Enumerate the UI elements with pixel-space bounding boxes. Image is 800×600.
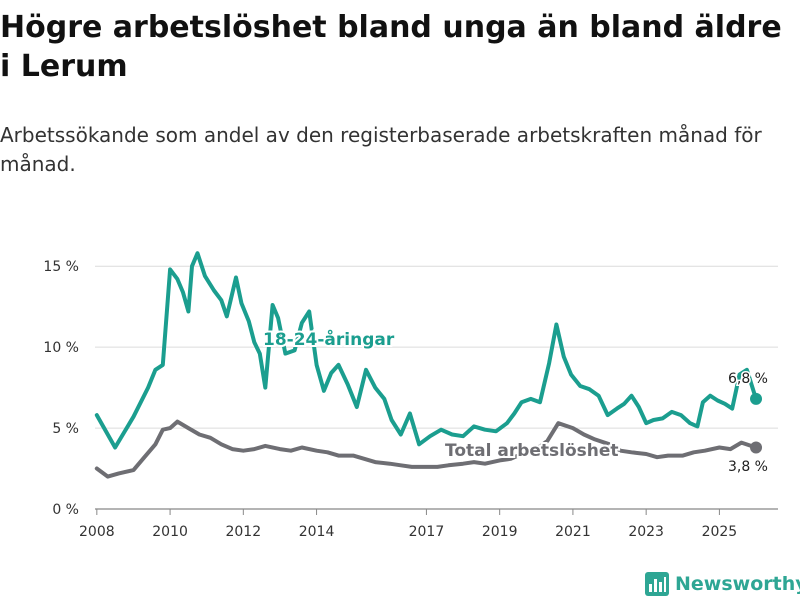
x-tick-label: 2008 <box>79 524 115 540</box>
x-tick-label: 2012 <box>225 524 261 540</box>
gridlines <box>95 265 778 510</box>
series-label-youth: 18-24-åringar <box>263 328 395 350</box>
series-label-total: Total arbetslöshet <box>445 441 619 461</box>
y-tick-label: 0 % <box>52 502 79 518</box>
series-line-total <box>94 419 758 479</box>
end-marker-youth <box>750 392 763 405</box>
x-tick-label: 2023 <box>628 524 664 540</box>
bar-chart-icon <box>645 572 669 596</box>
end-marker-total <box>750 441 763 454</box>
x-axis: 2008 2010 2012 2014 2017 2019 2021 2023 2025 <box>79 509 737 540</box>
x-tick-label: 2014 <box>299 524 335 540</box>
x-tick-label: 2025 <box>702 524 738 540</box>
brand-name: Newsworthy <box>675 573 800 595</box>
chart-subtitle: Arbetssökande som andel av den registerb… <box>0 123 762 176</box>
newsworthy-logo: Newsworthy <box>645 568 800 600</box>
y-tick-label: 5 % <box>52 421 79 437</box>
x-tick-label: 2019 <box>482 524 518 540</box>
chart-title: Högre arbetslöshet bland unga än bland ä… <box>0 10 782 84</box>
series-line-youth <box>94 251 758 450</box>
x-tick-label: 2010 <box>152 524 188 540</box>
y-tick-label: 10 % <box>43 340 79 356</box>
y-tick-label: 15 % <box>43 259 79 275</box>
end-value-youth: 6,8 % <box>728 371 768 387</box>
x-tick-label: 2017 <box>409 524 445 540</box>
y-axis: 0 % 5 % 10 % 15 % <box>43 259 79 518</box>
series-lines <box>94 251 763 479</box>
x-tick-label: 2021 <box>555 524 591 540</box>
end-value-total: 3,8 % <box>728 459 768 475</box>
series-labels: 18-24-åringar Total arbetslöshet 6,8 % 3… <box>261 326 770 477</box>
